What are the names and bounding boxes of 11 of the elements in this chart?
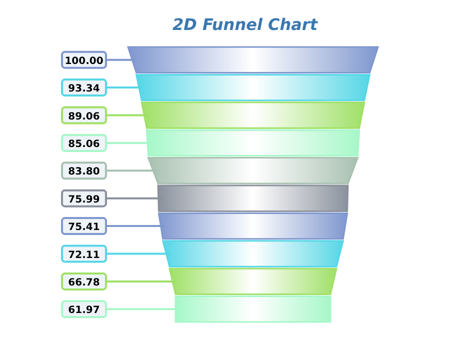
data-label: 72.11 <box>68 250 100 261</box>
data-label: 83.80 <box>68 166 100 178</box>
data-label: 66.78 <box>68 277 100 288</box>
text: 2D Funnel Chart <box>172 15 319 34</box>
data-label: 89.06 <box>68 111 100 122</box>
data-label: 100.00 <box>64 56 104 67</box>
data-label: 85.06 <box>68 138 100 150</box>
data-label: 75.41 <box>68 222 100 234</box>
data-label: 75.99 <box>68 194 100 206</box>
data-label: 93.34 <box>68 84 100 95</box>
data-label: 61.97 <box>68 305 100 316</box>
